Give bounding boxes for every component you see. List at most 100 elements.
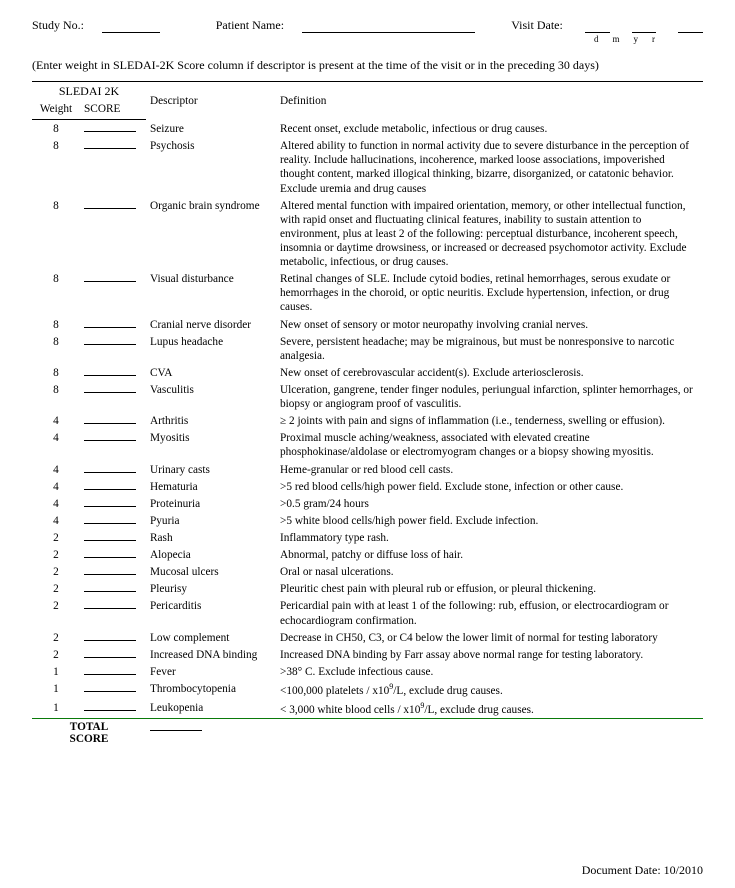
weight-value: 1 bbox=[32, 663, 80, 680]
weight-value: 4 bbox=[32, 412, 80, 429]
weight-value: 2 bbox=[32, 629, 80, 646]
definition-text: Retinal changes of SLE. Include cytoid b… bbox=[276, 270, 703, 315]
instruction-text: (Enter weight in SLEDAI-2K Score column … bbox=[32, 58, 703, 73]
definition-text: >38° C. Exclude infectious cause. bbox=[276, 663, 703, 680]
weight-value: 8 bbox=[32, 333, 80, 364]
table-row: 2PleurisyPleuritic chest pain with pleur… bbox=[32, 580, 703, 597]
weight-value: 1 bbox=[32, 680, 80, 699]
score-field[interactable] bbox=[80, 316, 146, 333]
table-row: 8 SeizureRecent onset, exclude metabolic,… bbox=[32, 120, 703, 138]
patient-name-field[interactable] bbox=[302, 21, 475, 33]
weight-value: 4 bbox=[32, 512, 80, 529]
descriptor-text: Psychosis bbox=[146, 137, 276, 196]
definition-text: Inflammatory type rash. bbox=[276, 529, 703, 546]
table-row: 2AlopeciaAbnormal, patchy or diffuse los… bbox=[32, 546, 703, 563]
table-row: 1Leukopenia< 3,000 white blood cells / x… bbox=[32, 699, 703, 718]
sledai-table: SLEDAI 2K Descriptor Definition Weight S… bbox=[32, 81, 703, 747]
descriptor-text: Myositis bbox=[146, 429, 276, 460]
score-field[interactable] bbox=[80, 646, 146, 663]
study-no-label: Study No.: bbox=[32, 18, 84, 33]
table-row: 8 PsychosisAltered ability to function in… bbox=[32, 137, 703, 196]
score-field[interactable] bbox=[80, 197, 146, 271]
score-field[interactable] bbox=[80, 563, 146, 580]
score-field[interactable] bbox=[80, 699, 146, 718]
definition-text: New onset of sensory or motor neuropathy… bbox=[276, 316, 703, 333]
score-field[interactable] bbox=[80, 137, 146, 196]
descriptor-text: Alopecia bbox=[146, 546, 276, 563]
descriptor-text: Seizure bbox=[146, 120, 276, 138]
table-row: 4Pyuria>5 white blood cells/high power f… bbox=[32, 512, 703, 529]
definition-text: >5 red blood cells/high power field. Exc… bbox=[276, 478, 703, 495]
table-row: 4Urinary castsHeme-granular or red blood… bbox=[32, 461, 703, 478]
descriptor-text: Vasculitis bbox=[146, 381, 276, 412]
table-row: 8Cranial nerve disorderNew onset of sens… bbox=[32, 316, 703, 333]
sledai-form-page: Study No.: Patient Name: Visit Date: dmy… bbox=[0, 0, 735, 888]
score-field[interactable] bbox=[80, 429, 146, 460]
definition-text: Altered ability to function in normal ac… bbox=[276, 137, 703, 196]
descriptor-text: Pleurisy bbox=[146, 580, 276, 597]
score-field[interactable] bbox=[80, 381, 146, 412]
definition-text: Ulceration, gangrene, tender finger nodu… bbox=[276, 381, 703, 412]
weight-value: 1 bbox=[32, 699, 80, 718]
table-row: 4MyositisProximal muscle aching/weakness… bbox=[32, 429, 703, 460]
visit-date-month[interactable] bbox=[632, 21, 657, 33]
total-score-label: TOTAL SCORE bbox=[32, 718, 146, 746]
score-field[interactable] bbox=[80, 495, 146, 512]
definition-text: New onset of cerebrovascular accident(s)… bbox=[276, 364, 703, 381]
weight-value: 8 bbox=[32, 381, 80, 412]
weight-value: 8 bbox=[32, 137, 80, 196]
score-field[interactable] bbox=[80, 597, 146, 628]
descriptor-text: Proteinuria bbox=[146, 495, 276, 512]
descriptor-text: Rash bbox=[146, 529, 276, 546]
visit-date-day[interactable] bbox=[585, 21, 610, 33]
score-field[interactable] bbox=[80, 580, 146, 597]
study-no-field[interactable] bbox=[102, 21, 160, 33]
patient-name-label: Patient Name: bbox=[216, 18, 284, 33]
table-row: 2Increased DNA bindingIncreased DNA bind… bbox=[32, 646, 703, 663]
weight-value: 2 bbox=[32, 646, 80, 663]
descriptor-text: Mucosal ulcers bbox=[146, 563, 276, 580]
visit-date-year[interactable] bbox=[678, 21, 703, 33]
table-row: 8CVANew onset of cerebrovascular acciden… bbox=[32, 364, 703, 381]
table-row: 4Arthritis≥ 2 joints with pain and signs… bbox=[32, 412, 703, 429]
descriptor-text: Urinary casts bbox=[146, 461, 276, 478]
definition-text: Oral or nasal ulcerations. bbox=[276, 563, 703, 580]
weight-value: 2 bbox=[32, 529, 80, 546]
weight-value: 2 bbox=[32, 546, 80, 563]
descriptor-text: Arthritis bbox=[146, 412, 276, 429]
definition-text: Altered mental function with impaired or… bbox=[276, 197, 703, 271]
total-score-field[interactable] bbox=[146, 718, 276, 746]
score-field[interactable] bbox=[80, 663, 146, 680]
score-field[interactable] bbox=[80, 333, 146, 364]
table-row: 8 Organic brain syndromeAltered mental fu… bbox=[32, 197, 703, 271]
score-field[interactable] bbox=[80, 529, 146, 546]
descriptor-text: CVA bbox=[146, 364, 276, 381]
descriptor-text: Fever bbox=[146, 663, 276, 680]
weight-value: 2 bbox=[32, 563, 80, 580]
score-field[interactable] bbox=[80, 478, 146, 495]
weight-value: 8 bbox=[32, 120, 80, 138]
score-field[interactable] bbox=[80, 364, 146, 381]
score-field[interactable] bbox=[80, 461, 146, 478]
descriptor-text: Leukopenia bbox=[146, 699, 276, 718]
score-field[interactable] bbox=[80, 270, 146, 315]
document-date: Document Date: 10/2010 bbox=[582, 863, 703, 878]
col-definition: Definition bbox=[276, 82, 703, 120]
score-field[interactable] bbox=[80, 120, 146, 138]
score-field[interactable] bbox=[80, 546, 146, 563]
weight-value: 4 bbox=[32, 461, 80, 478]
visit-date-label: Visit Date: bbox=[511, 18, 563, 33]
descriptor-text: Organic brain syndrome bbox=[146, 197, 276, 271]
weight-value: 8 bbox=[32, 270, 80, 315]
descriptor-text: Hematuria bbox=[146, 478, 276, 495]
definition-text: Recent onset, exclude metabolic, infecti… bbox=[276, 120, 703, 138]
weight-value: 8 bbox=[32, 197, 80, 271]
score-field[interactable] bbox=[80, 629, 146, 646]
score-field[interactable] bbox=[80, 512, 146, 529]
table-row: 2PericarditisPericardial pain with at le… bbox=[32, 597, 703, 628]
weight-value: 4 bbox=[32, 495, 80, 512]
definition-text: >0.5 gram/24 hours bbox=[276, 495, 703, 512]
score-field[interactable] bbox=[80, 412, 146, 429]
score-field[interactable] bbox=[80, 680, 146, 699]
descriptor-text: Pericarditis bbox=[146, 597, 276, 628]
